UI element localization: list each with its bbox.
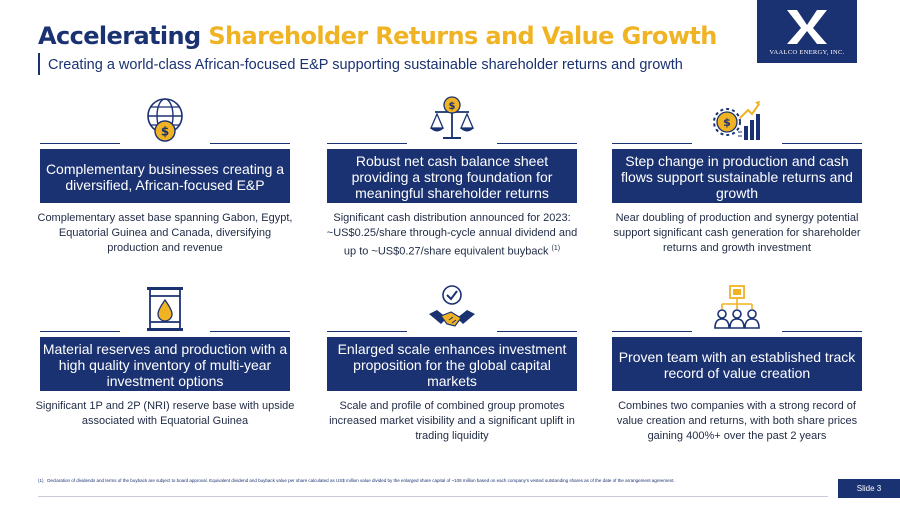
title-part-2: Shareholder Returns and Value Growth — [208, 22, 717, 50]
card-description: Significant 1P and 2P (NRI) reserve base… — [35, 400, 295, 427]
handshake-check-icon — [429, 285, 475, 327]
divider-line — [40, 143, 120, 144]
card-description: Scale and profile of combined group prom… — [329, 400, 575, 442]
card-banner: Step change in production and cash flows… — [612, 149, 862, 203]
footer-divider — [38, 496, 828, 497]
title-part-1: Accelerating — [38, 22, 201, 50]
company-logo: VAALCO ENERGY, INC. — [757, 0, 857, 63]
divider-line — [327, 331, 407, 332]
card-banner: Material reserves and production with a … — [40, 337, 290, 391]
card-description: Significant cash distribution announced … — [321, 211, 583, 260]
footnote-reference: (1) — [551, 245, 561, 252]
divider-line — [612, 143, 692, 144]
slide-subtitle: Creating a world-class African-focused E… — [48, 57, 683, 73]
footnote: (1) Declaration of dividends and terms o… — [38, 478, 675, 483]
divider-line — [210, 143, 290, 144]
divider-line — [40, 331, 120, 332]
subtitle-accent-bar — [38, 53, 40, 75]
card-banner: Complementary businesses creating a dive… — [40, 149, 290, 203]
card-description: Complementary asset base spanning Gabon,… — [37, 212, 293, 254]
divider-line — [210, 331, 290, 332]
divider-line — [327, 143, 407, 144]
description-text: Significant cash distribution announced … — [326, 212, 578, 258]
vaalco-mark-icon — [787, 9, 827, 44]
logo-text: VAALCO ENERGY, INC. — [769, 48, 845, 56]
divider-line — [782, 331, 862, 332]
slide-number-badge: Slide 3 — [838, 479, 900, 498]
divider-line — [782, 143, 862, 144]
divider-line — [612, 331, 692, 332]
growth-chart-icon: $ — [713, 101, 760, 140]
oil-barrel-icon — [147, 287, 183, 331]
svg-text:$: $ — [449, 101, 456, 112]
globe-dollar-icon: $ — [147, 98, 183, 142]
slide-title: Accelerating Shareholder Returns and Val… — [38, 22, 717, 50]
divider-line — [497, 331, 577, 332]
svg-text:$: $ — [723, 116, 731, 129]
svg-text:$: $ — [161, 125, 169, 139]
footnote-number: (1) — [38, 478, 44, 483]
footnote-text: Declaration of dividends and terms of th… — [47, 478, 675, 483]
scales-dollar-icon: $ — [430, 96, 474, 139]
card-banner: Robust net cash balance sheet providing … — [327, 149, 577, 203]
card-description: Near doubling of production and synergy … — [613, 212, 861, 254]
divider-line — [497, 143, 577, 144]
card-banner: Enlarged scale enhances investment propo… — [327, 337, 577, 391]
card-banner: Proven team with an established track re… — [612, 337, 862, 391]
team-hierarchy-icon — [714, 285, 760, 329]
card-description: Combines two companies with a strong rec… — [616, 400, 858, 442]
